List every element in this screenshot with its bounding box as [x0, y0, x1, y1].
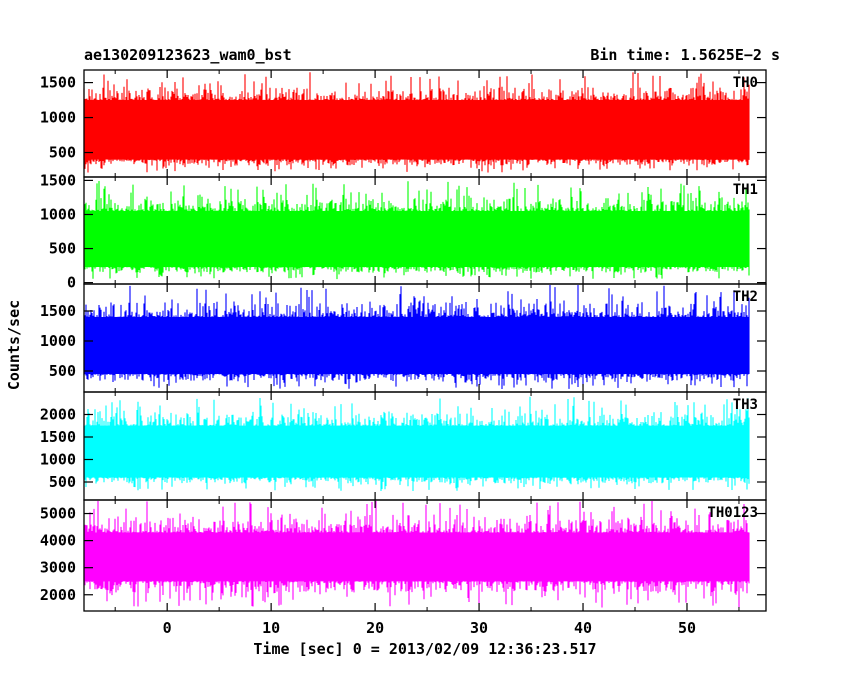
y-axis-title: Counts/sec	[5, 300, 23, 390]
y-tick-label: 2000	[40, 406, 76, 424]
panel-label-th0123: TH0123	[707, 505, 758, 521]
series-core-th1	[84, 211, 750, 267]
x-axis-title: Time [sec] 0 = 2013/02/09 12:36:23.517	[253, 640, 596, 658]
y-tick-label: 500	[49, 362, 76, 380]
panel-th0123: 2000 3000 4000 5000 TH0123	[40, 499, 767, 612]
x-tick-label: 40	[574, 619, 592, 637]
series-core-th0	[84, 100, 750, 160]
panels: 500 1000 1500 TH0 0 500 1000 1500 TH1 500 1000 1500…	[40, 69, 767, 612]
chart-left-title: ae130209123623_wam0_bst	[84, 46, 292, 64]
y-tick-label: 500	[49, 144, 76, 162]
x-tick-label: 50	[678, 619, 696, 637]
series-core-th0123	[84, 532, 750, 582]
y-tick-label: 1500	[40, 171, 76, 189]
y-tick-label: 1500	[40, 74, 76, 92]
series-core-th3	[84, 425, 750, 478]
panel-th2: 500 1000 1500 TH2	[40, 283, 767, 393]
panel-label-th2: TH2	[733, 289, 758, 305]
series-core-th2	[84, 317, 750, 374]
y-tick-label: 1500	[40, 302, 76, 320]
y-tick-label: 1000	[40, 332, 76, 350]
x-axis: 0 10 20 30 40 50	[163, 619, 696, 637]
y-tick-label: 1000	[40, 451, 76, 469]
y-tick-label: 1000	[40, 205, 76, 223]
x-tick-label: 30	[470, 619, 488, 637]
panel-label-th0: TH0	[733, 75, 758, 91]
x-tick-label: 10	[262, 619, 280, 637]
y-tick-label: 5000	[40, 505, 76, 523]
x-tick-label: 0	[163, 619, 172, 637]
y-tick-label: 500	[49, 473, 76, 491]
y-tick-label: 500	[49, 240, 76, 258]
x-tick-label: 20	[366, 619, 384, 637]
panel-label-th1: TH1	[733, 182, 758, 198]
panel-label-th3: TH3	[733, 397, 758, 413]
panel-th3: 500 1000 1500 2000 TH3	[40, 391, 767, 501]
panel-frame	[83, 499, 767, 612]
chart-right-title: Bin time: 1.5625E−2 s	[590, 46, 780, 64]
panel-th1: 0 500 1000 1500 TH1	[40, 171, 767, 292]
y-tick-label: 2000	[40, 586, 76, 604]
y-tick-label: 4000	[40, 532, 76, 550]
y-tick-label: 3000	[40, 559, 76, 577]
panel-th0: 500 1000 1500 TH0	[40, 69, 767, 178]
y-tick-label: 1500	[40, 428, 76, 446]
y-tick-label: 1000	[40, 109, 76, 127]
y-tick-label: 0	[67, 274, 76, 292]
